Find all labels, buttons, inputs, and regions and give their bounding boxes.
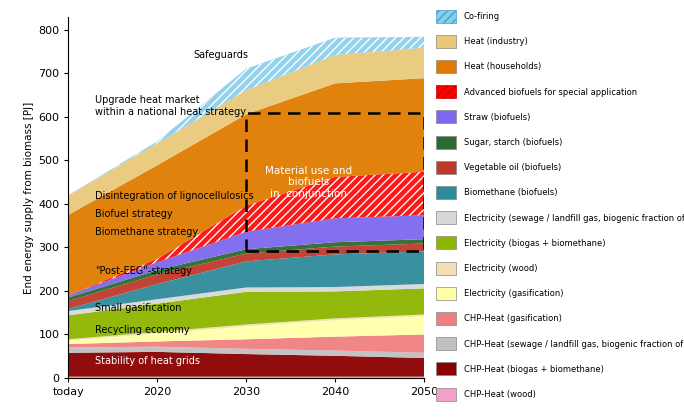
FancyBboxPatch shape (436, 110, 456, 123)
Text: Electricity (gasification): Electricity (gasification) (464, 289, 564, 298)
Text: CHP-Heat (gasification): CHP-Heat (gasification) (464, 314, 562, 323)
FancyBboxPatch shape (436, 362, 456, 375)
Text: Co-firing: Co-firing (464, 12, 500, 21)
FancyBboxPatch shape (436, 262, 456, 275)
Text: Electricity (wood): Electricity (wood) (464, 264, 538, 273)
Text: "Post-EEG"-strategy: "Post-EEG"-strategy (95, 266, 192, 276)
Text: Heat (industry): Heat (industry) (464, 37, 527, 46)
Text: Biomethane (biofuels): Biomethane (biofuels) (464, 188, 557, 197)
Y-axis label: End energy supply from biomass [PJ]: End energy supply from biomass [PJ] (24, 101, 34, 294)
Text: Electricity (biogas + biomethane): Electricity (biogas + biomethane) (464, 239, 605, 248)
FancyBboxPatch shape (436, 10, 456, 23)
Text: Disintegration of lignocellulosics: Disintegration of lignocellulosics (95, 191, 254, 201)
Text: Material use and
biofuels
in  conjunction: Material use and biofuels in conjunction (265, 165, 352, 199)
Bar (246, 113, 424, 251)
Text: Recycling economy: Recycling economy (95, 325, 189, 335)
FancyBboxPatch shape (436, 161, 456, 174)
Text: Upgrade heat market
within a national heat strategy: Upgrade heat market within a national he… (95, 95, 246, 117)
FancyBboxPatch shape (436, 236, 456, 249)
Text: Advanced biofuels for special application: Advanced biofuels for special applicatio… (464, 87, 637, 97)
Text: Heat (households): Heat (households) (464, 62, 541, 71)
Text: Safeguards: Safeguards (193, 50, 248, 60)
Text: CHP-Heat (wood): CHP-Heat (wood) (464, 390, 536, 399)
FancyBboxPatch shape (436, 337, 456, 350)
FancyBboxPatch shape (436, 85, 456, 98)
Text: Sugar, starch (biofuels): Sugar, starch (biofuels) (464, 138, 562, 147)
FancyBboxPatch shape (436, 60, 456, 73)
FancyBboxPatch shape (436, 186, 456, 199)
FancyBboxPatch shape (436, 312, 456, 325)
Text: Vegetable oil (biofuels): Vegetable oil (biofuels) (464, 163, 561, 172)
Text: Straw (biofuels): Straw (biofuels) (464, 113, 530, 122)
Text: CHP-Heat (sewage / landfill gas, biogenic fraction of waste): CHP-Heat (sewage / landfill gas, biogeni… (464, 339, 684, 349)
Text: Stability of heat grids: Stability of heat grids (95, 357, 200, 367)
FancyBboxPatch shape (436, 211, 456, 224)
Text: CHP-Heat (biogas + biomethane): CHP-Heat (biogas + biomethane) (464, 365, 604, 374)
FancyBboxPatch shape (436, 136, 456, 149)
Text: Biomethane strategy: Biomethane strategy (95, 227, 198, 237)
Text: Electricity (sewage / landfill gas, biogenic fraction of waste): Electricity (sewage / landfill gas, biog… (464, 213, 684, 223)
FancyBboxPatch shape (436, 35, 456, 48)
Text: Small gasification: Small gasification (95, 303, 181, 313)
Text: Biofuel strategy: Biofuel strategy (95, 208, 172, 218)
FancyBboxPatch shape (436, 287, 456, 300)
FancyBboxPatch shape (436, 388, 456, 401)
